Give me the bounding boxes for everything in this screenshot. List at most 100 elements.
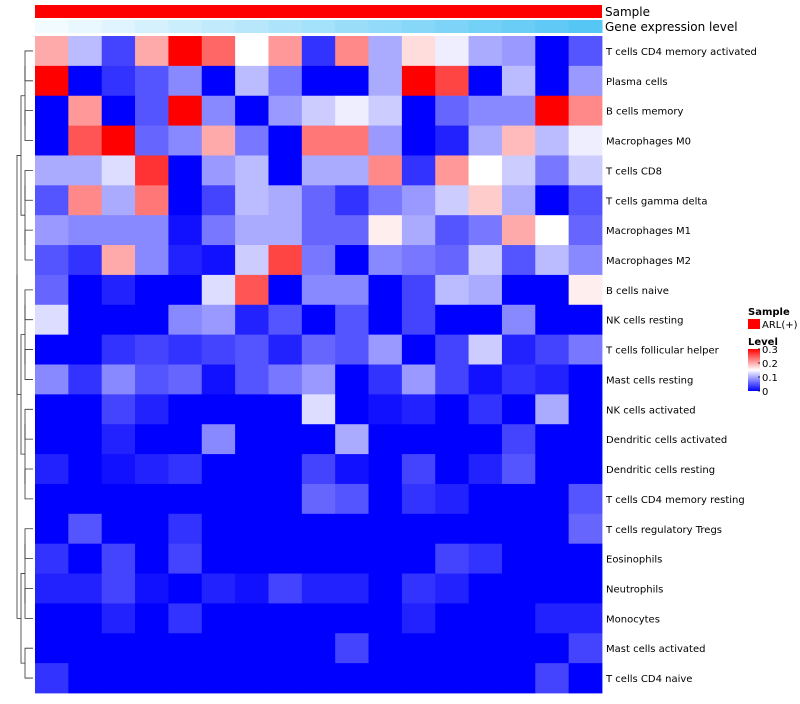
heatmap-cell — [268, 215, 303, 246]
heatmap-cell — [168, 125, 203, 156]
heatmap-cell — [135, 125, 169, 156]
heatmap-cell — [435, 304, 469, 336]
gene-expression-annotation-cell — [335, 20, 370, 33]
row-label: Neutrophils — [606, 584, 663, 595]
heatmap-cell — [68, 185, 103, 216]
heatmap-cell — [235, 155, 269, 186]
gene-expression-annotation-cell — [68, 20, 103, 33]
heatmap-cell — [268, 245, 303, 276]
heatmap-cell — [401, 603, 436, 634]
gene-expression-annotation-cell — [268, 20, 303, 33]
heatmap-cell — [568, 215, 603, 246]
heatmap-cell — [368, 454, 403, 485]
heatmap-cell — [301, 543, 336, 574]
heatmap-cell — [135, 394, 169, 425]
heatmap-cell — [335, 304, 369, 336]
sample-annotation-bar — [35, 5, 602, 18]
heatmap-cell — [201, 274, 236, 306]
heatmap-cell — [568, 125, 603, 156]
heatmap-cell — [135, 245, 169, 276]
dendrogram-branch — [24, 349, 33, 380]
heatmap-cell — [501, 603, 536, 634]
heatmap-cell — [368, 513, 403, 545]
heatmap-cell — [101, 304, 136, 336]
heatmap-cell — [135, 513, 169, 545]
heatmap-cell — [35, 424, 69, 455]
heatmap-cell — [101, 155, 136, 186]
heatmap-cell — [468, 334, 503, 365]
heatmap-cell — [35, 513, 69, 545]
heatmap-cell — [68, 603, 103, 634]
heatmap-cell — [468, 603, 503, 634]
heatmap-cell — [501, 245, 536, 276]
heatmap-cell — [535, 424, 570, 455]
heatmap-cell — [35, 95, 69, 126]
heatmap-cell — [535, 573, 570, 604]
heatmap-cell — [568, 334, 603, 365]
heatmap-cell — [368, 543, 403, 574]
row-label: Dendritic cells activated — [606, 435, 727, 446]
heatmap-cell — [468, 95, 503, 126]
heatmap-cell — [101, 334, 136, 365]
heatmap-cell — [201, 155, 236, 186]
heatmap-cell — [168, 95, 203, 126]
heatmap-cell — [501, 663, 536, 694]
heatmap-cell — [235, 603, 269, 634]
row-labels: T cells CD4 memory activated Plasma cells… — [605, 47, 757, 685]
heatmap-cell — [368, 185, 403, 216]
heatmap-cell — [335, 513, 369, 545]
heatmap-cell — [501, 185, 536, 216]
heatmap-cell — [301, 454, 336, 485]
heatmap-cell — [568, 573, 603, 604]
heatmap-cell — [301, 185, 336, 216]
heatmap-cell — [201, 633, 236, 664]
heatmap-cell — [568, 543, 603, 574]
dendrogram-branch — [20, 95, 25, 216]
heatmap-cell — [235, 513, 269, 545]
heatmap-cell — [535, 663, 570, 694]
heatmap-cell — [435, 334, 469, 365]
heatmap-cell — [268, 543, 303, 574]
heatmap-cell — [335, 125, 369, 156]
heatmap-cell — [201, 334, 236, 365]
heatmap-cell — [235, 125, 269, 156]
heatmap-cell — [35, 483, 69, 515]
heatmap-cell — [368, 304, 403, 336]
row-label: T cells gamma delta — [605, 196, 707, 207]
heatmap-cell — [201, 185, 236, 216]
row-label: Dendritic cells resting — [606, 465, 715, 476]
heatmap-cell — [335, 663, 369, 694]
heatmap-cell — [135, 95, 169, 126]
heatmap-cell — [101, 394, 136, 425]
heatmap-cell — [168, 185, 203, 216]
heatmap-cell — [268, 274, 303, 306]
heatmap-cell — [68, 394, 103, 425]
heatmap-cell — [335, 65, 369, 97]
row-label: Monocytes — [606, 614, 660, 625]
legend-level-colorbar — [748, 349, 760, 391]
gene-expression-annotation-cell — [201, 20, 236, 33]
heatmap-cell — [535, 364, 570, 395]
heatmap-cell — [535, 36, 570, 67]
dendrogram-branch — [24, 169, 33, 201]
heatmap-cell — [401, 513, 436, 545]
heatmap-cell — [335, 424, 369, 455]
heatmap-cell — [501, 454, 536, 485]
heatmap-cell — [235, 304, 269, 336]
heatmap-cell — [401, 454, 436, 485]
heatmap-cell — [268, 65, 303, 97]
heatmap-cell — [468, 364, 503, 395]
heatmap-cell — [301, 65, 336, 97]
heatmap-cell — [68, 424, 103, 455]
heatmap-cell — [401, 424, 436, 455]
heatmap-cell — [535, 304, 570, 336]
heatmap-cell — [68, 513, 103, 545]
heatmap-cell — [301, 304, 336, 336]
heatmap-cell — [335, 36, 369, 67]
heatmap-cell — [135, 185, 169, 216]
heatmap-cell — [335, 95, 369, 126]
heatmap-cell — [201, 543, 236, 574]
row-label: T cells CD8 — [605, 166, 662, 177]
heatmap-cell — [435, 543, 469, 574]
heatmap-cell — [535, 543, 570, 574]
